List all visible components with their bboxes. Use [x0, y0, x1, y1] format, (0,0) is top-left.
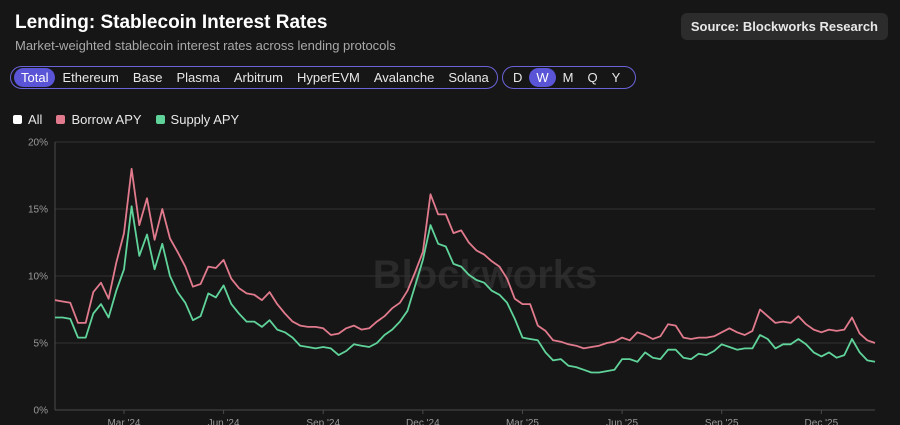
tab-solana[interactable]: Solana — [448, 70, 489, 85]
tab-ethereum[interactable]: Ethereum — [62, 70, 119, 85]
x-tick-label: Dec '25 — [805, 418, 839, 425]
x-tick-label: Mar '24 — [107, 418, 140, 425]
legend-swatch — [56, 115, 66, 124]
y-tick-label: 20% — [28, 138, 48, 149]
x-tick-label: Sep '25 — [705, 418, 739, 425]
chart-legend: All Borrow APY Supply APY — [13, 112, 239, 127]
series-line-borrow-apy — [54, 167, 876, 350]
x-tick-label: Sep '24 — [306, 418, 340, 425]
period-tab-m[interactable]: M — [562, 70, 574, 85]
y-tick-label: 5% — [34, 339, 49, 350]
x-tick-label: Jun '24 — [208, 418, 240, 425]
period-tab-q[interactable]: Q — [587, 70, 598, 85]
watermark: Blockworks — [373, 253, 598, 297]
tab-base[interactable]: Base — [132, 70, 163, 85]
tab-total[interactable]: Total — [14, 68, 56, 87]
legend-label: All — [28, 112, 43, 127]
legend-label: Borrow APY — [71, 112, 142, 127]
chain-selector: Total Ethereum Base Plasma Arbitrum HyperEVM A… — [10, 66, 498, 89]
legend-item-borrow-apy[interactable]: Borrow APY — [56, 112, 142, 127]
period-tab-y[interactable]: Y — [611, 70, 621, 85]
legend-item-supply-apy[interactable]: Supply APY — [155, 112, 240, 127]
y-tick-label: 10% — [28, 272, 48, 283]
period-tab-w[interactable]: W — [529, 68, 556, 87]
y-tick-label: 0% — [34, 406, 49, 417]
legend-item-all[interactable]: All — [13, 112, 42, 127]
tab-plasma[interactable]: Plasma — [176, 70, 220, 85]
legend-label: Supply APY — [170, 112, 240, 127]
tab-avalanche[interactable]: Avalanche — [373, 70, 435, 85]
tab-arbitrum[interactable]: Arbitrum — [233, 70, 283, 85]
y-tick-label: 15% — [28, 205, 48, 216]
source-badge: Source: Blockworks Research — [680, 13, 888, 40]
x-tick-label: Dec '24 — [406, 418, 440, 425]
tab-hyperevm[interactable]: HyperEVM — [296, 70, 360, 85]
x-tick-label: Jun '25 — [606, 418, 638, 425]
line-chart: Blockworks 0% 5% 10% 15% 20% Mar '24 Jun '24 Sep… — [28, 138, 876, 425]
series-line-supply-apy — [55, 205, 876, 374]
legend-swatch — [155, 115, 165, 124]
period-tab-d[interactable]: D — [513, 70, 523, 85]
page-title: Lending: Stablecoin Interest Rates — [15, 12, 328, 33]
x-tick-label: Mar '25 — [506, 418, 539, 425]
legend-swatch — [13, 115, 22, 124]
page-subtitle: Market-weighted stablecoin interest rate… — [15, 38, 396, 53]
